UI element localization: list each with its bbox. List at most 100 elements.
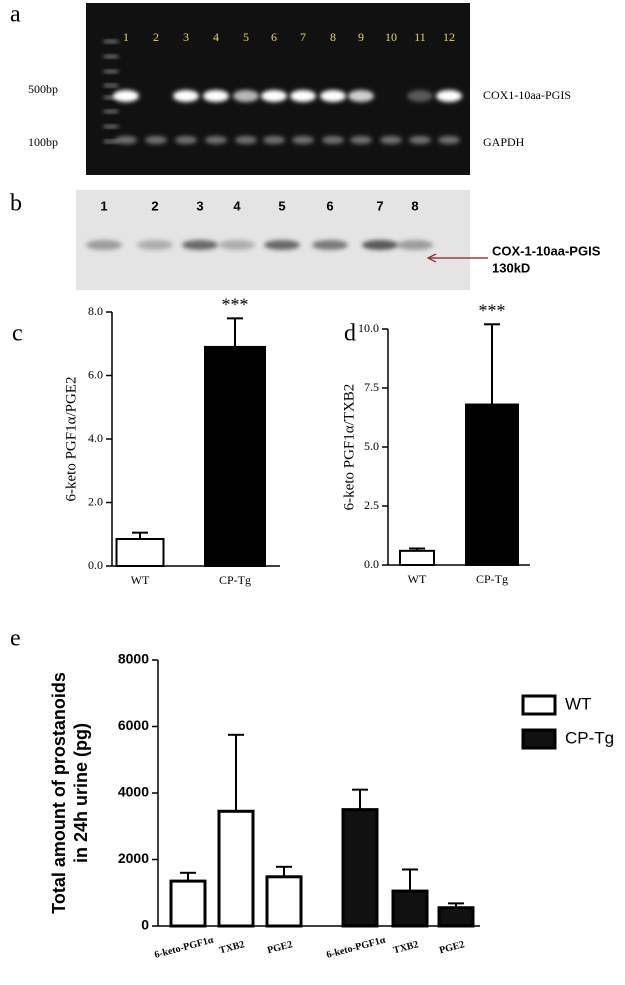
band <box>261 90 287 102</box>
band <box>175 136 197 144</box>
lane-label: 3 <box>196 198 203 213</box>
marker-label: 100bp <box>28 135 58 149</box>
band <box>145 136 167 144</box>
band-label: COX1-10aa-PGIS <box>483 88 571 102</box>
bar <box>204 345 266 567</box>
lane-label: 6 <box>271 30 277 44</box>
lane-label: 1 <box>100 198 107 213</box>
ladder-band <box>104 84 118 87</box>
band <box>436 90 462 102</box>
ladder-band <box>104 125 118 128</box>
y-tick-label: 0.0 <box>364 557 379 571</box>
y-tick-label: 6.0 <box>88 367 103 381</box>
y-tick-label: 4000 <box>118 784 149 800</box>
blot-image <box>76 190 470 290</box>
band <box>397 240 433 250</box>
band <box>173 90 199 102</box>
lane-label: 4 <box>233 198 241 213</box>
bar <box>341 808 379 928</box>
panel-label: c <box>12 321 23 347</box>
lane-label: 6 <box>326 198 333 213</box>
lane-label: 7 <box>376 198 383 213</box>
band <box>438 136 460 144</box>
band <box>380 136 402 144</box>
x-tick-label: WT <box>408 572 427 586</box>
lane-label: 3 <box>183 30 189 44</box>
ladder-band <box>104 96 118 99</box>
bar <box>437 906 475 928</box>
x-tick-label: 6-keto-PGF1α <box>153 935 215 961</box>
ladder-band <box>104 70 118 73</box>
lane-label: 9 <box>358 30 364 44</box>
ladder-band <box>104 40 118 43</box>
band <box>115 136 137 144</box>
band <box>203 90 229 102</box>
band <box>205 136 227 144</box>
panel-label: e <box>10 626 21 652</box>
band <box>113 90 139 102</box>
y-axis-label: Total amount of prostanoids <box>49 672 69 914</box>
band <box>348 90 374 102</box>
lane-label: 11 <box>414 30 426 44</box>
lane-label: 5 <box>243 30 249 44</box>
y-tick-label: 2.5 <box>364 498 379 512</box>
annotation: *** <box>222 294 249 314</box>
y-axis-label: 6-keto PGF1α/PGE2 <box>63 377 79 502</box>
panel-label: d <box>344 321 356 347</box>
panel-label: b <box>10 191 22 217</box>
x-tick-label: PGE2 <box>266 939 294 956</box>
marker-label: 500bp <box>28 82 58 96</box>
y-tick-label: 0 <box>141 917 149 933</box>
band-label: 130kD <box>492 260 530 275</box>
x-tick-label: TXB2 <box>392 939 420 956</box>
band <box>320 90 346 102</box>
band <box>322 136 344 144</box>
band <box>219 240 255 250</box>
lane-label: 10 <box>385 30 397 44</box>
y-tick-label: 5.0 <box>364 439 379 453</box>
legend-label: CP-Tg <box>565 728 614 747</box>
bar <box>399 549 435 567</box>
y-tick-label: 8.0 <box>88 304 103 318</box>
band-label: GAPDH <box>483 135 525 149</box>
lane-label: 2 <box>151 198 158 213</box>
bar <box>465 403 519 566</box>
bar <box>169 879 207 928</box>
lane-label: 2 <box>153 30 159 44</box>
bar <box>391 889 429 928</box>
annotation: *** <box>479 300 506 320</box>
band <box>137 240 173 250</box>
band <box>86 240 122 250</box>
y-tick-label: 2000 <box>118 850 149 866</box>
x-tick-label: PGE2 <box>438 939 466 956</box>
y-tick-label: 0.0 <box>88 558 103 572</box>
x-tick-label: CP-Tg <box>219 573 251 587</box>
x-tick-label: 6-keto-PGF1α <box>325 935 387 961</box>
bar <box>265 875 303 928</box>
lane-label: 7 <box>300 30 306 44</box>
band <box>409 136 431 144</box>
x-tick-label: CP-Tg <box>476 572 508 586</box>
lane-label: 8 <box>330 30 336 44</box>
band <box>292 136 314 144</box>
legend-swatch <box>521 694 557 716</box>
band <box>235 136 257 144</box>
band <box>290 90 316 102</box>
band <box>362 240 398 250</box>
lane-label: 4 <box>213 30 219 44</box>
lane-label: 5 <box>278 198 285 213</box>
band <box>264 240 300 250</box>
bar <box>115 538 165 568</box>
panel-label: a <box>10 2 21 28</box>
legend-label: WT <box>565 694 591 713</box>
band <box>182 240 218 250</box>
y-tick-label: 2.0 <box>88 494 103 508</box>
band <box>312 240 348 250</box>
lane-label: 1 <box>123 30 129 44</box>
y-tick-label: 10.0 <box>358 321 379 335</box>
x-tick-label: WT <box>131 573 150 587</box>
y-axis-label: in 24h urine (pg) <box>71 723 91 863</box>
band <box>407 90 433 102</box>
ladder-band <box>104 110 118 113</box>
